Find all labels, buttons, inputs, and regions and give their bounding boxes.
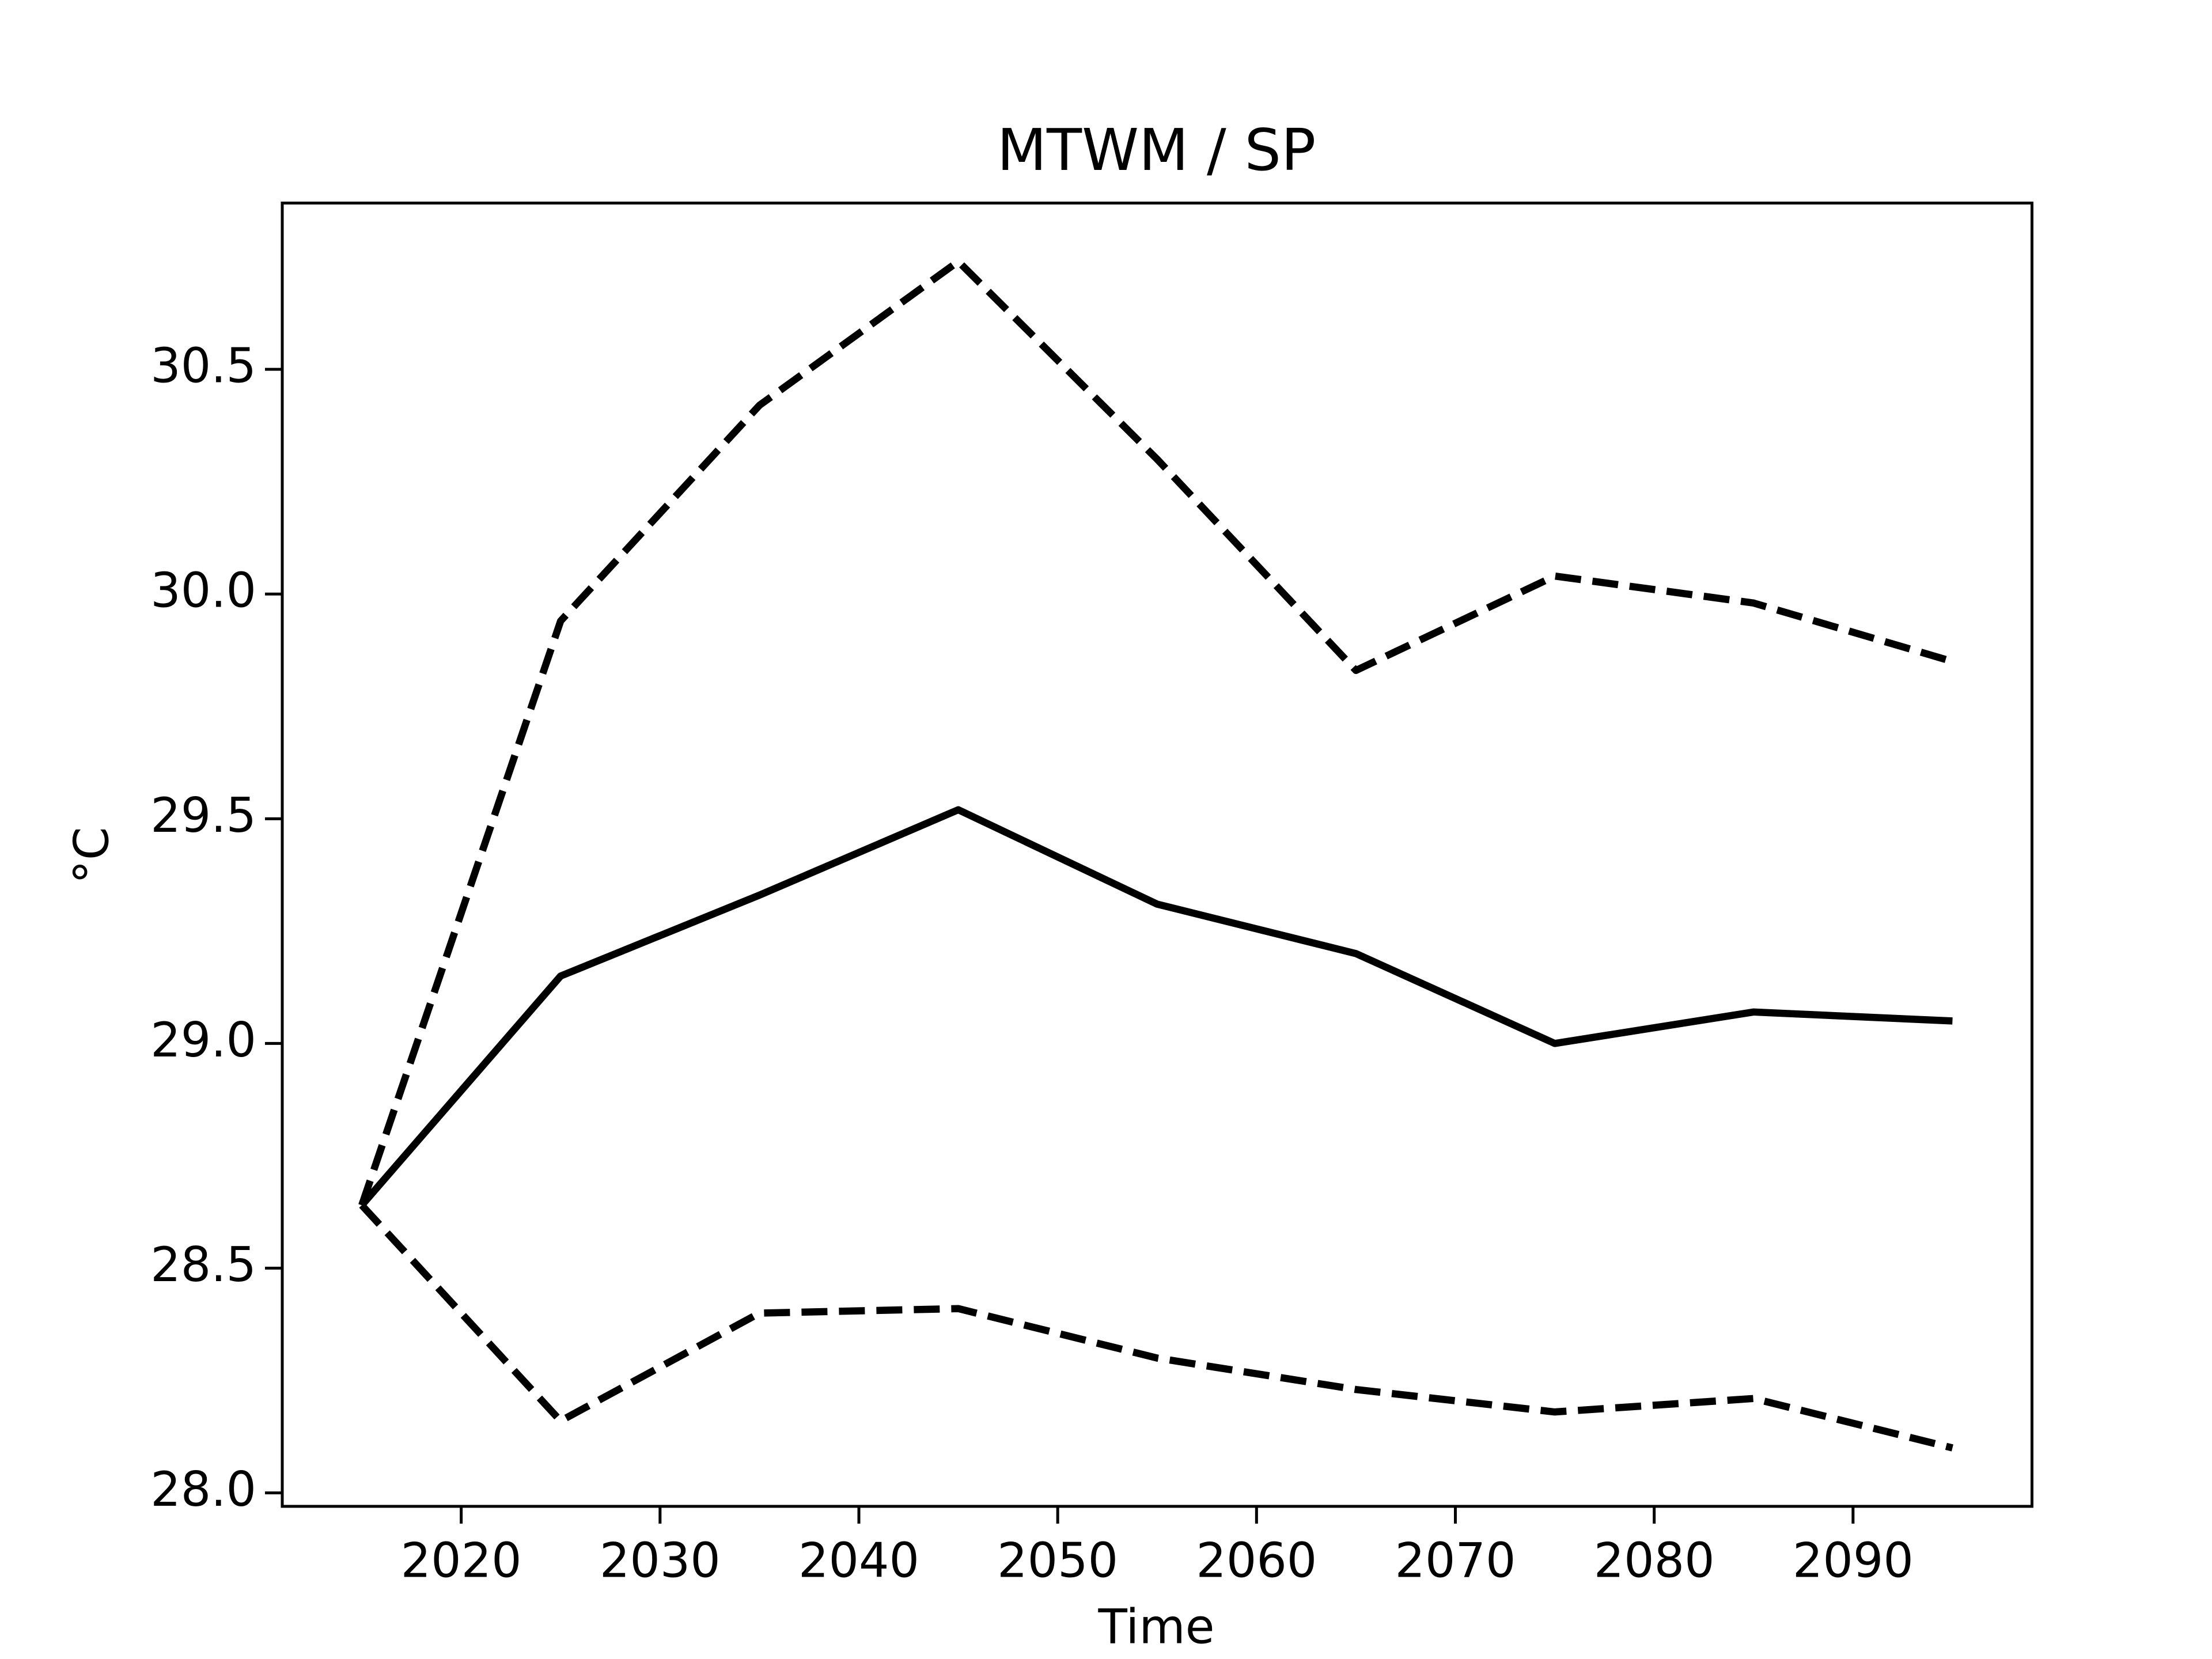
x-axis-label: Time: [1098, 1599, 1215, 1654]
line-series: [359, 806, 1953, 1208]
x-tick-label: 2050: [997, 1533, 1118, 1588]
y-tick-label: 30.5: [150, 339, 256, 394]
line-series: [358, 257, 1954, 1207]
x-tick-label: 2030: [600, 1533, 721, 1588]
y-tick-label: 30.0: [150, 563, 256, 619]
x-tick-label: 2070: [1395, 1533, 1516, 1588]
x-tick-label: 2020: [401, 1533, 522, 1588]
line-series: [359, 1203, 1953, 1452]
x-tick-label: 2060: [1196, 1533, 1317, 1588]
x-tick-label: 2090: [1793, 1533, 1914, 1588]
x-tick-label: 2040: [798, 1533, 919, 1588]
x-tick-label: 2080: [1594, 1533, 1715, 1588]
chart-title: MTWM / SP: [997, 116, 1316, 184]
y-tick-label: 29.5: [150, 788, 256, 843]
y-tick-label: 29.0: [150, 1013, 256, 1068]
y-tick-label: 28.5: [150, 1237, 256, 1293]
plot-frame: [281, 202, 2033, 1508]
y-axis-label: °C: [64, 827, 119, 884]
y-tick-label: 28.0: [150, 1462, 256, 1517]
